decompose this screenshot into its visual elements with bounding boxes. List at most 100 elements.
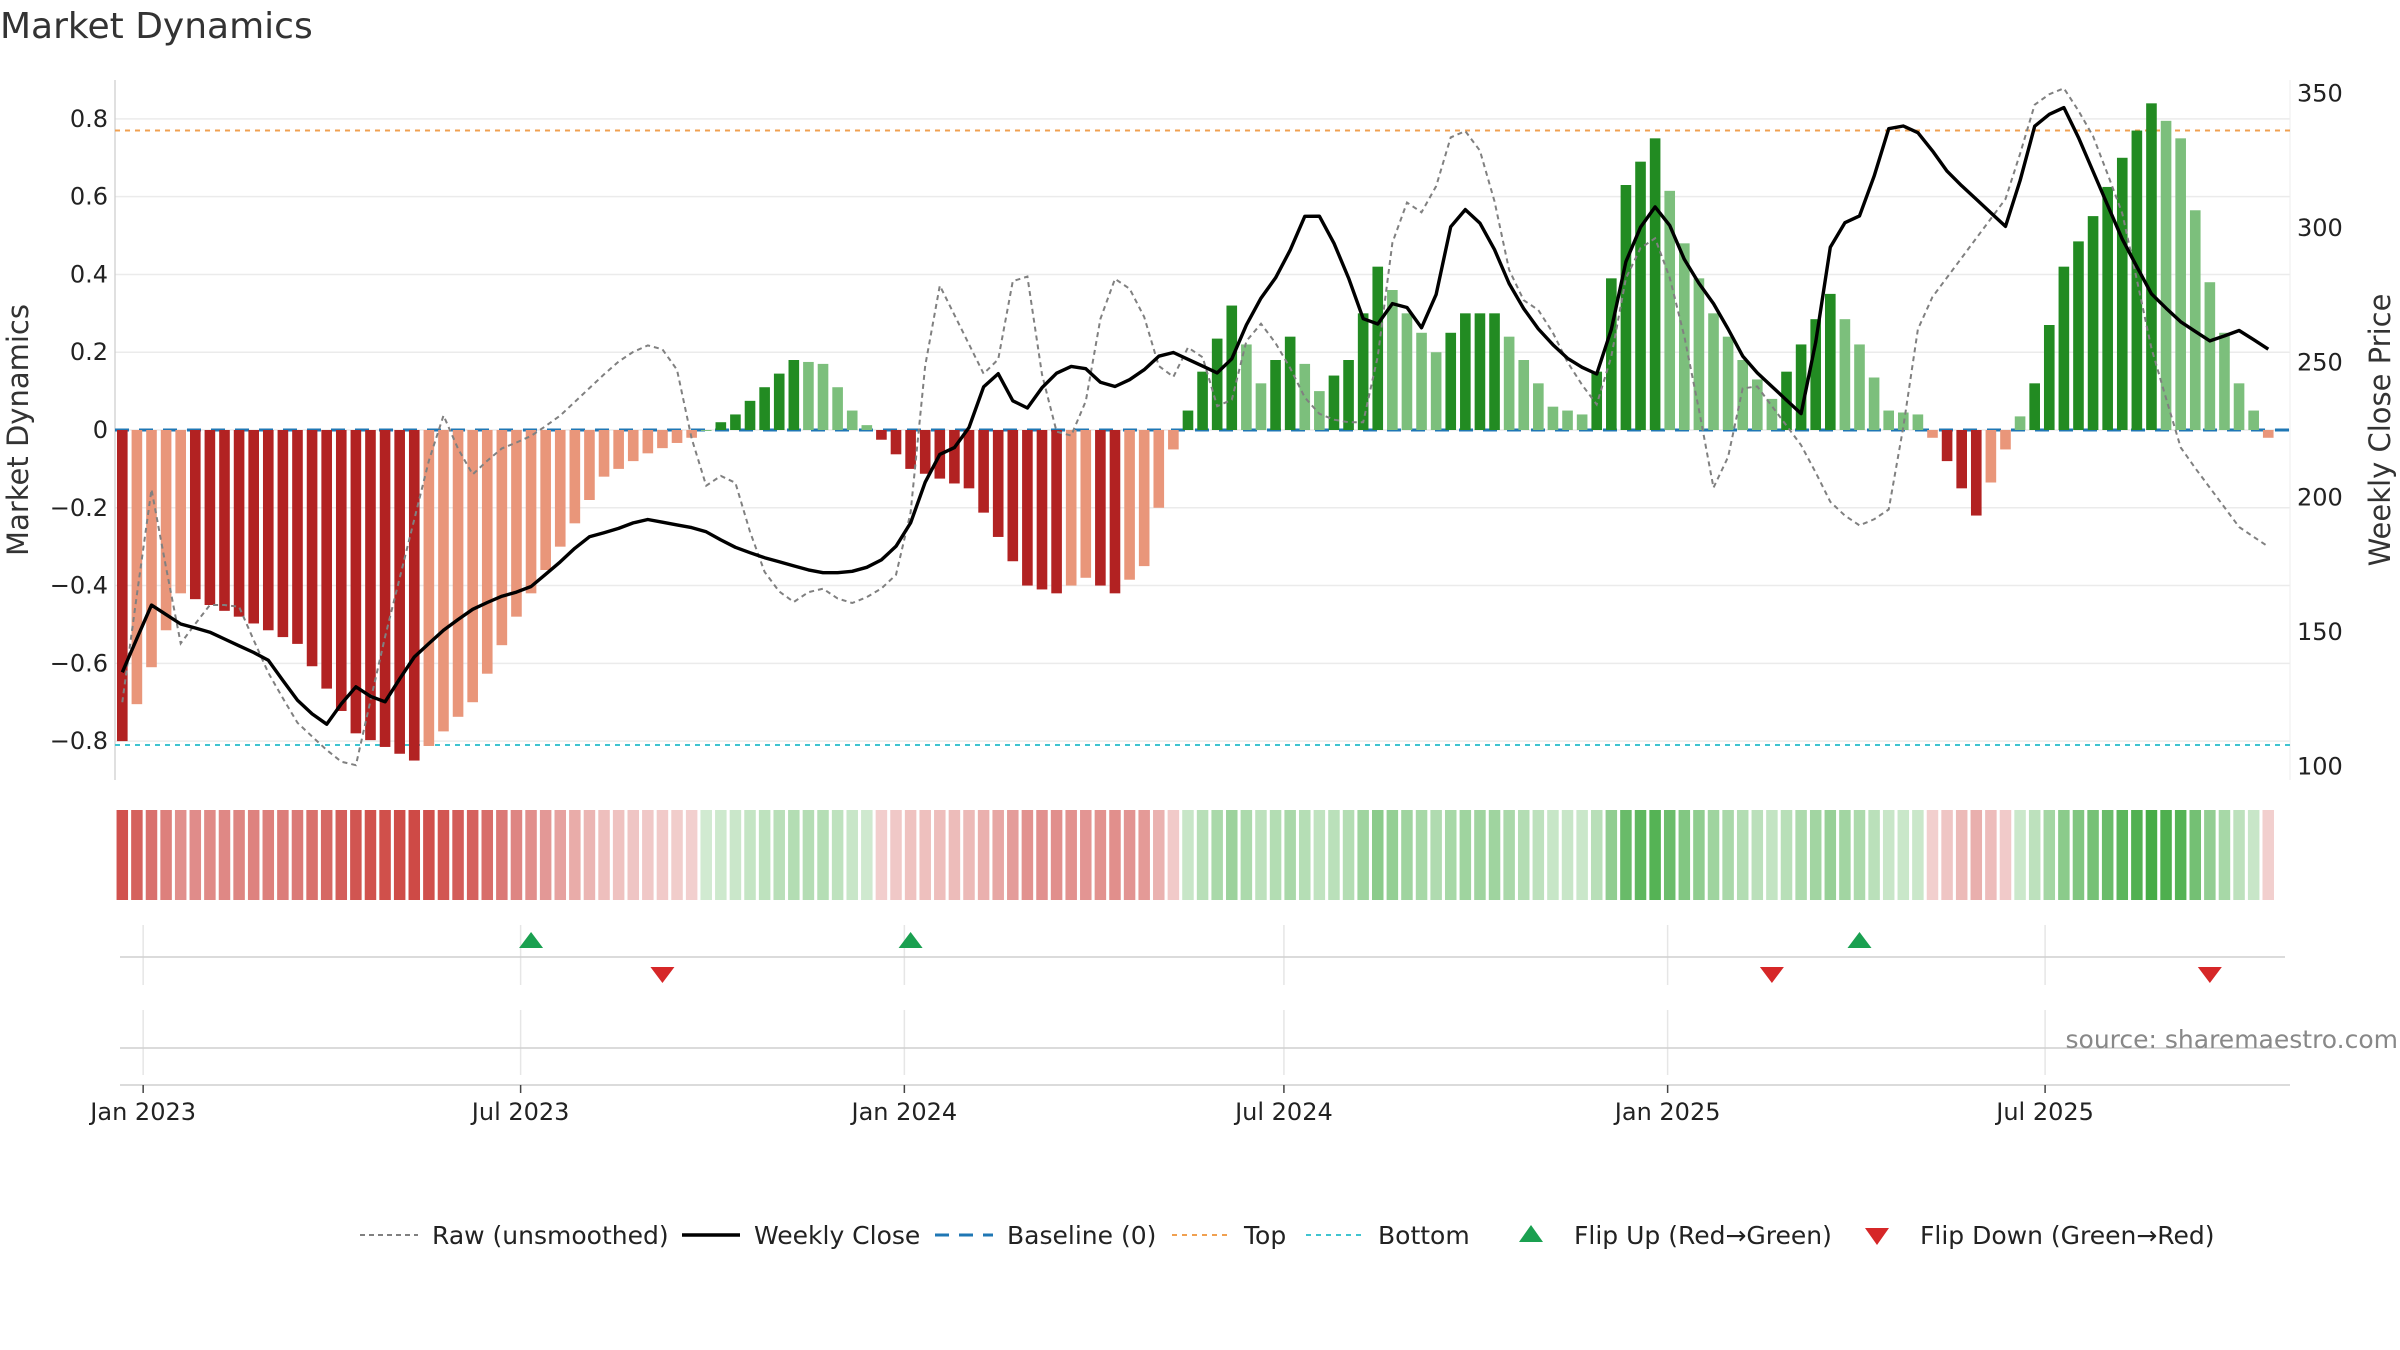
bar [1007, 430, 1019, 562]
bar [1197, 371, 1208, 430]
regime-cell [320, 810, 333, 900]
regime-cell [160, 810, 172, 900]
regime-cell [2058, 810, 2070, 900]
y-tick-label: 0.6 [70, 183, 108, 211]
regime-cell [1036, 810, 1048, 900]
bar [1036, 430, 1048, 590]
bar [467, 430, 478, 703]
regime-cell [1824, 810, 1837, 900]
regime-cell [2072, 810, 2085, 900]
regime-cell [262, 810, 275, 900]
regime-cell [277, 810, 289, 900]
bar [1576, 414, 1588, 430]
bar [233, 430, 245, 617]
regime-cell [1693, 810, 1705, 900]
y2-tick-label: 150 [2297, 618, 2343, 646]
regime-cell [1517, 810, 1530, 900]
y2-tick-label: 200 [2297, 483, 2343, 511]
regime-cell [364, 810, 377, 900]
regime-cell [1386, 810, 1399, 900]
bar [496, 430, 508, 646]
regime-cell [145, 810, 158, 900]
bar [1022, 430, 1033, 586]
bar [1095, 430, 1106, 586]
flip-down-marker [650, 967, 675, 983]
regime-cell [2174, 810, 2187, 900]
regime-cell [306, 810, 318, 900]
regime-cell [496, 810, 508, 900]
bar [1138, 430, 1150, 567]
bar [1401, 313, 1413, 430]
bar [1065, 430, 1077, 586]
regime-cell [831, 810, 844, 900]
regime-cell [539, 810, 552, 900]
regime-cell [1226, 810, 1238, 900]
regime-cell [612, 810, 625, 900]
bar [569, 430, 581, 524]
regime-cell [627, 810, 639, 900]
bar [1533, 383, 1544, 430]
regime-cell [423, 810, 435, 900]
bar [1722, 336, 1734, 430]
bar [2116, 157, 2128, 430]
bar [262, 430, 274, 631]
regime-cell [992, 810, 1004, 900]
bar [1883, 410, 1895, 430]
bar [1693, 278, 1705, 430]
bar [1430, 352, 1442, 430]
regime-cell [2087, 810, 2099, 900]
bar [1124, 430, 1135, 580]
regime-cell [1255, 810, 1267, 900]
regime-cell [1999, 810, 2012, 900]
regime-cell [875, 810, 888, 900]
regime-cell [189, 810, 202, 900]
bar [1299, 363, 1311, 430]
bar [1956, 430, 1967, 489]
bar [511, 430, 522, 617]
legend-label-raw-unsmoothed: Raw (unsmoothed) [432, 1221, 669, 1250]
bar [2087, 216, 2099, 430]
regime-cell [466, 810, 479, 900]
bar [204, 430, 216, 605]
regime-cell [1080, 810, 1092, 900]
bar [949, 430, 960, 484]
regime-cell [1751, 810, 1764, 900]
regime-cell [1736, 810, 1749, 900]
x-tick-label: Jan 2023 [88, 1098, 196, 1126]
bar [2131, 130, 2143, 431]
bar [700, 430, 712, 431]
y-tick-label: −0.2 [50, 494, 108, 522]
bar [584, 430, 595, 500]
legend-label-baseline-0: Baseline (0) [1007, 1221, 1156, 1250]
legend-label-weekly-close: Weekly Close [754, 1221, 920, 1250]
regime-cell [1342, 810, 1355, 900]
x-tick-label: Jul 2023 [470, 1098, 570, 1126]
regime-cell [2247, 810, 2260, 900]
regime-cell [1897, 810, 1910, 900]
bars [116, 103, 2274, 761]
bar [277, 430, 289, 638]
bar [919, 430, 931, 474]
bar [905, 430, 916, 469]
bar [408, 430, 420, 761]
x-tick-label: Jul 2024 [1233, 1098, 1333, 1126]
regime-cell [583, 810, 596, 900]
bar [1182, 410, 1194, 430]
bar [1503, 336, 1515, 430]
bar [1109, 430, 1121, 594]
regime-cell [1007, 810, 1019, 900]
regime-cell [1050, 810, 1063, 900]
regime-cell [1795, 810, 1807, 900]
regime-cell [1547, 810, 1559, 900]
bar [671, 430, 683, 443]
bar [627, 430, 639, 462]
regime-cell [1649, 810, 1661, 900]
regime-cell [481, 810, 494, 900]
bar [1241, 344, 1252, 430]
bar [2146, 103, 2157, 430]
regime-cell [2160, 810, 2172, 900]
regime-cell [1882, 810, 1895, 900]
bar [1211, 338, 1223, 430]
regime-cell [1970, 810, 1983, 900]
